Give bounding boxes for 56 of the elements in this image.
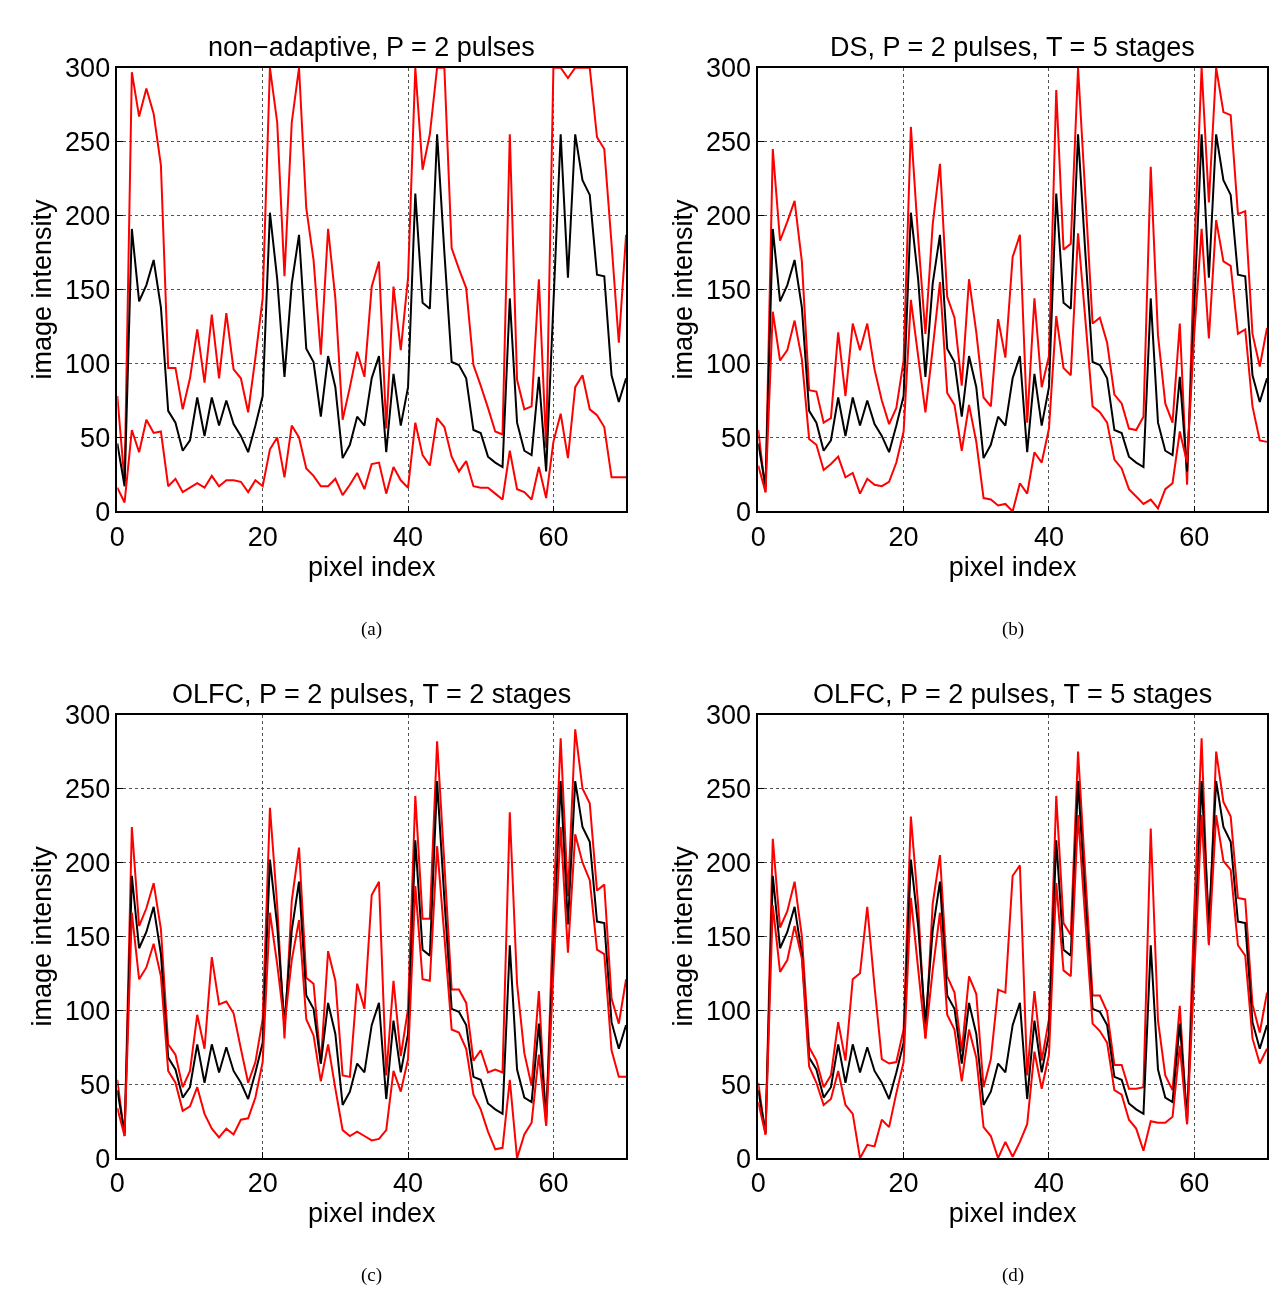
y-tick-label: 150	[65, 275, 111, 306]
x-tick-label: 20	[888, 1168, 919, 1199]
y-tick-label: 250	[706, 127, 752, 158]
y-axis-title: image intensity	[26, 199, 57, 380]
text: (a)	[361, 618, 383, 640]
x-axis-title: pixel index	[948, 1198, 1077, 1229]
y-tick-label: 250	[706, 773, 752, 804]
y-tick-label: 50	[80, 1069, 111, 1100]
y-tick-label: 200	[65, 847, 111, 878]
text: (c)	[361, 1264, 383, 1286]
y-tick-label: 100	[706, 348, 752, 379]
text: (b)	[1002, 618, 1025, 640]
x-tick-label: 40	[393, 521, 424, 552]
chart-title: non−adaptive, P = 2 pulses	[208, 32, 535, 62]
y-axis-title: image intensity	[26, 845, 57, 1027]
chart-title: OLFC, P = 2 pulses, T = 5 stages	[813, 679, 1213, 709]
y-axis-title: image intensity	[667, 199, 698, 380]
x-tick-label: 60	[1179, 521, 1210, 552]
y-tick-label: 100	[65, 348, 111, 379]
x-tick-label: 20	[247, 521, 278, 552]
chart-title: DS, P = 2 pulses, T = 5 stages	[830, 32, 1195, 62]
y-tick-label: 250	[65, 773, 111, 804]
y-tick-label: 50	[721, 1069, 752, 1100]
x-tick-label: 40	[1033, 521, 1064, 552]
y-tick-label: 0	[95, 1143, 111, 1174]
y-tick-label: 250	[65, 127, 111, 158]
x-tick-label: 40	[393, 1168, 424, 1199]
x-axis-title: pixel index	[307, 1198, 436, 1229]
y-tick-label: 300	[706, 700, 752, 731]
chart-title: OLFC, P = 2 pulses, T = 2 stages	[172, 679, 572, 709]
y-tick-label: 100	[65, 995, 111, 1026]
x-axis-title: pixel index	[948, 551, 1077, 582]
y-tick-label: 300	[65, 700, 111, 731]
x-tick-label: 60	[1179, 1168, 1210, 1199]
x-axis-title: pixel index	[307, 551, 436, 582]
x-tick-label: 60	[538, 521, 569, 552]
y-tick-label: 0	[736, 496, 752, 527]
y-axis-title: image intensity	[667, 845, 698, 1027]
y-tick-label: 200	[706, 201, 752, 232]
x-tick-label: 20	[247, 1168, 278, 1199]
y-tick-label: 0	[736, 1143, 752, 1174]
x-tick-label: 20	[888, 521, 919, 552]
y-tick-label: 50	[80, 422, 111, 453]
y-tick-label: 100	[706, 995, 752, 1026]
y-tick-label: 300	[65, 53, 111, 84]
x-tick-label: 40	[1033, 1168, 1064, 1199]
y-tick-label: 150	[706, 275, 752, 306]
y-tick-label: 300	[706, 53, 752, 84]
y-tick-label: 50	[721, 422, 752, 453]
x-tick-label: 60	[538, 1168, 569, 1199]
y-tick-label: 200	[65, 201, 111, 232]
y-tick-label: 0	[95, 496, 111, 527]
y-tick-label: 150	[65, 921, 111, 952]
y-tick-label: 150	[706, 921, 752, 952]
text: (d)	[1002, 1264, 1025, 1286]
y-tick-label: 200	[706, 847, 752, 878]
